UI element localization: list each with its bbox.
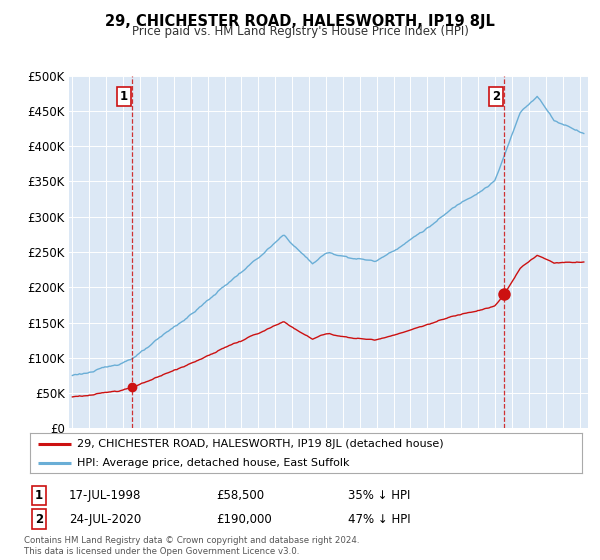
Text: 17-JUL-1998: 17-JUL-1998	[69, 489, 142, 502]
Text: 24-JUL-2020: 24-JUL-2020	[69, 512, 141, 526]
Text: 47% ↓ HPI: 47% ↓ HPI	[348, 512, 410, 526]
Text: 1: 1	[35, 489, 43, 502]
Text: Price paid vs. HM Land Registry's House Price Index (HPI): Price paid vs. HM Land Registry's House …	[131, 25, 469, 38]
Text: £58,500: £58,500	[216, 489, 264, 502]
Text: 29, CHICHESTER ROAD, HALESWORTH, IP19 8JL (detached house): 29, CHICHESTER ROAD, HALESWORTH, IP19 8J…	[77, 439, 443, 449]
Text: This data is licensed under the Open Government Licence v3.0.: This data is licensed under the Open Gov…	[24, 547, 299, 556]
Text: £190,000: £190,000	[216, 512, 272, 526]
Text: 1: 1	[120, 90, 128, 102]
Text: HPI: Average price, detached house, East Suffolk: HPI: Average price, detached house, East…	[77, 458, 349, 468]
Text: Contains HM Land Registry data © Crown copyright and database right 2024.: Contains HM Land Registry data © Crown c…	[24, 536, 359, 545]
Text: 35% ↓ HPI: 35% ↓ HPI	[348, 489, 410, 502]
Text: 29, CHICHESTER ROAD, HALESWORTH, IP19 8JL: 29, CHICHESTER ROAD, HALESWORTH, IP19 8J…	[105, 14, 495, 29]
Text: 2: 2	[492, 90, 500, 102]
Text: 2: 2	[35, 512, 43, 526]
